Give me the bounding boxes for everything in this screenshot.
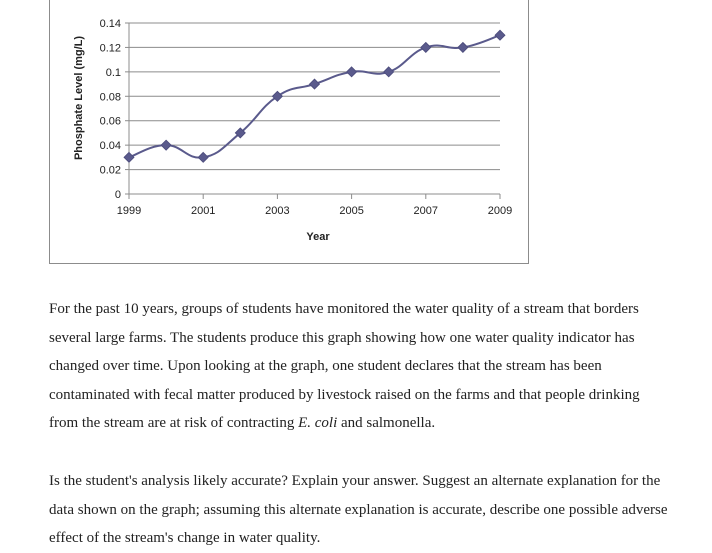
data-markers — [123, 29, 506, 163]
x-tick-label: 2009 — [488, 205, 512, 217]
x-tick-label: 2001 — [191, 205, 215, 217]
x-tick-labels: 1999 2001 2003 2005 2007 2009 — [117, 205, 512, 217]
y-tick-label: 0.1 — [106, 67, 121, 79]
data-point-1999 — [123, 151, 135, 163]
data-point-2003 — [271, 90, 283, 102]
data-point-2004 — [308, 78, 321, 90]
y-tick-label: 0.12 — [100, 42, 121, 54]
x-axis-title: Year — [306, 231, 330, 243]
x-tick-label: 2007 — [414, 205, 438, 217]
y-tick-label: 0.14 — [100, 18, 121, 30]
data-point-2008 — [457, 41, 469, 53]
y-tick-label: 0.06 — [100, 116, 121, 128]
question-text: Is the student's analysis likely accurat… — [49, 473, 668, 546]
y-axis-title: Phosphate Level (mg/L) — [73, 36, 85, 160]
x-tick-label: 1999 — [117, 205, 141, 217]
data-point-2000 — [160, 139, 172, 151]
data-point-2005 — [346, 66, 358, 78]
y-tick-labels: 0 0.02 0.04 0.06 0.08 0.1 0.12 0.14 — [100, 18, 121, 201]
x-tick-label: 2005 — [339, 205, 363, 217]
y-tick-label: 0.02 — [100, 165, 121, 177]
passage-italic-term: E. coli — [298, 415, 338, 431]
x-tick-label: 2003 — [265, 205, 289, 217]
data-point-2001 — [197, 151, 209, 163]
passage-text: For the past 10 years, groups of student… — [49, 295, 669, 438]
grid-lines — [129, 22, 500, 171]
y-tick-label: 0.08 — [100, 91, 121, 103]
data-point-2002 — [234, 127, 246, 139]
phosphate-line-chart: 0 0.02 0.04 0.06 0.08 0.1 0.12 0.14 1999 2001 200… — [73, 18, 512, 243]
data-point-2006 — [383, 66, 395, 78]
y-tick-label: 0 — [115, 189, 121, 201]
y-tick-label: 0.04 — [100, 140, 121, 152]
data-point-2009 — [494, 29, 506, 41]
passage-part-1: For the past 10 years, groups of student… — [49, 301, 640, 431]
axes — [125, 22, 501, 199]
data-point-2007 — [420, 41, 432, 53]
chart-frame: 0 0.02 0.04 0.06 0.08 0.1 0.12 0.14 1999 2001 200… — [49, 0, 529, 264]
passage-part-2: and salmonella. — [337, 415, 436, 431]
